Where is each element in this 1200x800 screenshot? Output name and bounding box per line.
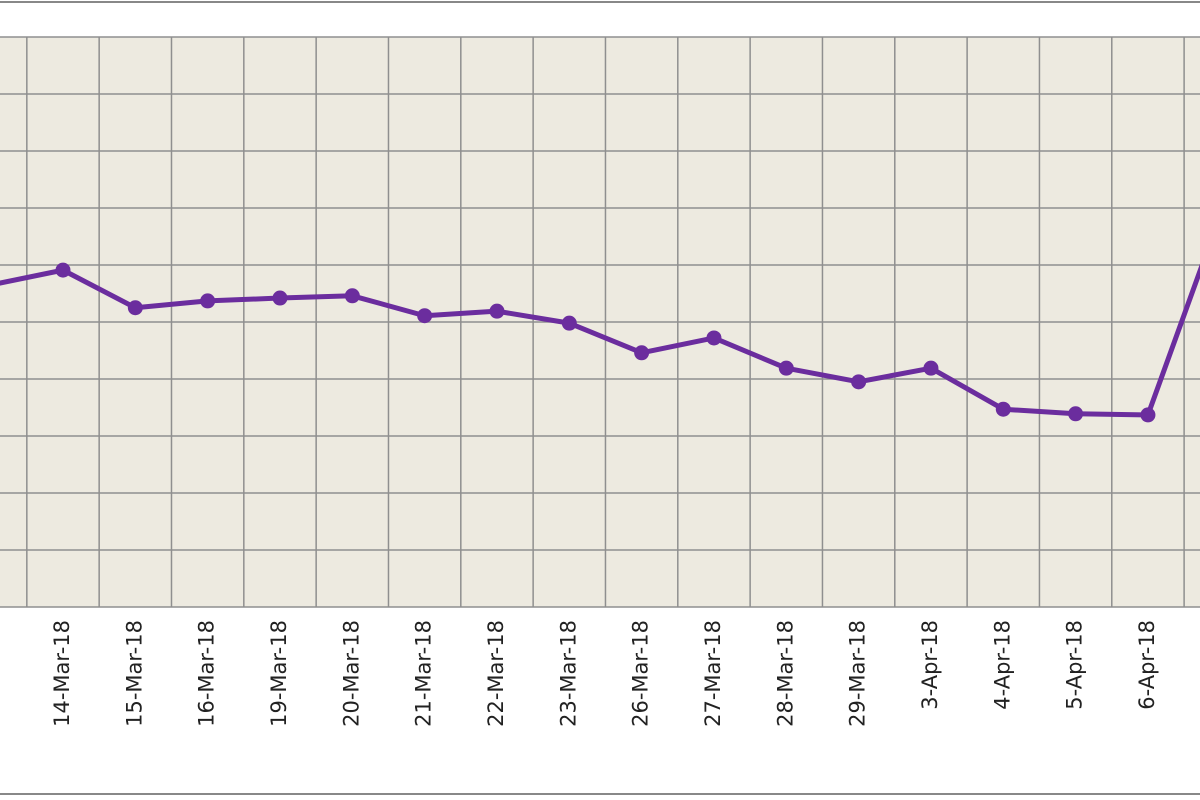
data-point	[127, 300, 143, 316]
data-point	[272, 290, 288, 306]
x-tick-label: 15-Mar-18	[122, 620, 146, 727]
x-tick-label: 16-Mar-18	[195, 620, 219, 727]
data-point	[417, 308, 433, 324]
data-point	[55, 262, 71, 278]
data-point	[634, 345, 650, 361]
x-tick-label: 3-Apr-18	[918, 620, 942, 710]
x-tick-label: 4-Apr-18	[990, 620, 1014, 710]
x-tick-label: 27-Mar-18	[701, 620, 725, 727]
data-point	[851, 374, 867, 390]
x-tick-label: 26-Mar-18	[629, 620, 653, 727]
data-point	[1068, 406, 1084, 422]
x-tick-label: 5-Apr-18	[1063, 620, 1087, 710]
data-point	[923, 360, 939, 376]
data-point	[706, 330, 722, 346]
x-tick-label: 14-Mar-18	[50, 620, 74, 727]
data-point	[995, 401, 1011, 417]
x-tick-label: 13-Mar-18	[0, 620, 2, 727]
data-line	[0, 263, 1200, 418]
data-point	[200, 293, 216, 309]
x-tick-label: 28-Mar-18	[773, 620, 797, 727]
data-point	[561, 315, 577, 331]
data-point	[778, 360, 794, 376]
x-tick-label: 22-Mar-18	[484, 620, 508, 727]
x-tick-label: 29-Mar-18	[846, 620, 870, 727]
x-tick-label: 21-Mar-18	[412, 620, 436, 727]
x-tick-label: 20-Mar-18	[339, 620, 363, 727]
data-point	[489, 303, 505, 319]
x-tick-label: 19-Mar-18	[267, 620, 291, 727]
data-point	[344, 288, 360, 304]
x-tick-label: 6-Apr-18	[1135, 620, 1159, 710]
x-tick-label: 23-Mar-18	[556, 620, 580, 727]
data-point	[1140, 407, 1156, 423]
